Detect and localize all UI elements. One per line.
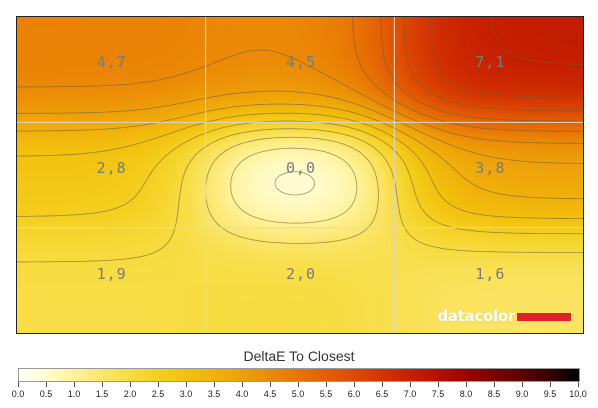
cell-label-r1-c1: 0,0 [285, 158, 317, 177]
colorbar-tick-label: 2.0 [123, 389, 137, 399]
colorbar-tick-label: 6.5 [375, 389, 389, 399]
colorbar-tick-label: 3.5 [207, 389, 221, 399]
heatmap-surface [17, 17, 583, 333]
contour-line-12 [429, 17, 583, 98]
heatmap-plot-area: 4,7 4,5 7,1 2,8 0,0 3,8 1,9 2,0 1,6 datacolor [16, 16, 584, 334]
colorbar-tick-mark [382, 382, 383, 387]
cell-label-r1-c2: 3,8 [475, 158, 506, 177]
colorbar-tick-mark [74, 382, 75, 387]
cell-label-r0-c2: 7,1 [475, 52, 506, 71]
contour-line-3 [17, 128, 583, 263]
cell-label-r0-c1: 4,5 [285, 52, 317, 71]
cell-label-r2-c1: 2,0 [285, 264, 317, 283]
datacolor-logo-text: datacolor [437, 307, 516, 325]
colorbar-tick-mark [270, 382, 271, 387]
colorbar-tick-label: 8.5 [487, 389, 501, 399]
colorbar-tick-label: 0.5 [39, 389, 53, 399]
colorbar-tick-label: 1.0 [67, 389, 81, 399]
colorbar-tick-mark [354, 382, 355, 387]
colorbar-tick-mark [18, 382, 19, 387]
contour-line-2 [205, 136, 379, 244]
colorbar-tick-label: 7.5 [431, 389, 445, 399]
colorbar-tick-label: 4.5 [263, 389, 277, 399]
colorbar-tick-label: 8.0 [459, 389, 473, 399]
contour-line-8 [17, 49, 583, 144]
colorbar-tick-mark [466, 382, 467, 387]
colorbar-tick-mark [438, 382, 439, 387]
cell-label-r2-c0: 1,9 [96, 264, 127, 283]
colorbar-tick-mark [494, 382, 495, 387]
colorbar [18, 368, 580, 382]
colorbar-tick-label: 0.0 [11, 389, 25, 399]
colorbar-tick-mark [298, 382, 299, 387]
colorbar-tick-label: 9.0 [515, 389, 529, 399]
contour-line-5 [17, 112, 583, 219]
colorbar-tick-mark [214, 382, 215, 387]
colorbar-tick-label: 6.0 [347, 389, 361, 399]
contour-line-1 [230, 147, 358, 224]
colorbar-tick-mark [522, 382, 523, 387]
contour-and-grid-overlay [17, 17, 583, 333]
colorbar-tick-label: 10.0 [569, 389, 587, 399]
colorbar-tick-mark [410, 382, 411, 387]
colorbar-tick-mark [242, 382, 243, 387]
datacolor-logo-bar [517, 313, 571, 321]
colorbar-tick-label: 9.5 [543, 389, 557, 399]
colorbar-tick-mark [578, 382, 579, 387]
cell-label-r1-c0: 2,8 [96, 158, 127, 177]
contour-line-7 [17, 90, 583, 164]
colorbar-tick-mark [130, 382, 131, 387]
colorbar-tick-label: 1.5 [95, 389, 109, 399]
cell-label-r0-c0: 4,7 [96, 52, 127, 71]
colorbar-tick-label: 5.5 [319, 389, 333, 399]
contour-line-11 [403, 17, 583, 112]
contour-line-10 [380, 17, 583, 122]
colorbar-tick-label: 3.0 [179, 389, 193, 399]
colorbar-tick-mark [550, 382, 551, 387]
colorbar-tick-label: 4.0 [235, 389, 249, 399]
colorbar-tick-label: 2.5 [151, 389, 165, 399]
contour-line-9 [352, 17, 583, 132]
contour-line-13 [490, 17, 583, 65]
colorbar-tick-mark [326, 382, 327, 387]
contour-line-6 [17, 103, 583, 200]
colorbar-tick-mark [46, 382, 47, 387]
colorbar-tick-mark [102, 382, 103, 387]
colorbar-tick-mark [186, 382, 187, 387]
colorbar-tick-mark [158, 382, 159, 387]
colorbar-tick-label: 5.0 [291, 389, 305, 399]
colorbar-tick-label: 7.0 [403, 389, 417, 399]
cell-label-r2-c2: 1,6 [475, 264, 506, 283]
contour-line-0 [274, 171, 316, 196]
colorbar-title: DeltaE To Closest [243, 348, 355, 364]
datacolor-logo: datacolor [437, 307, 571, 325]
